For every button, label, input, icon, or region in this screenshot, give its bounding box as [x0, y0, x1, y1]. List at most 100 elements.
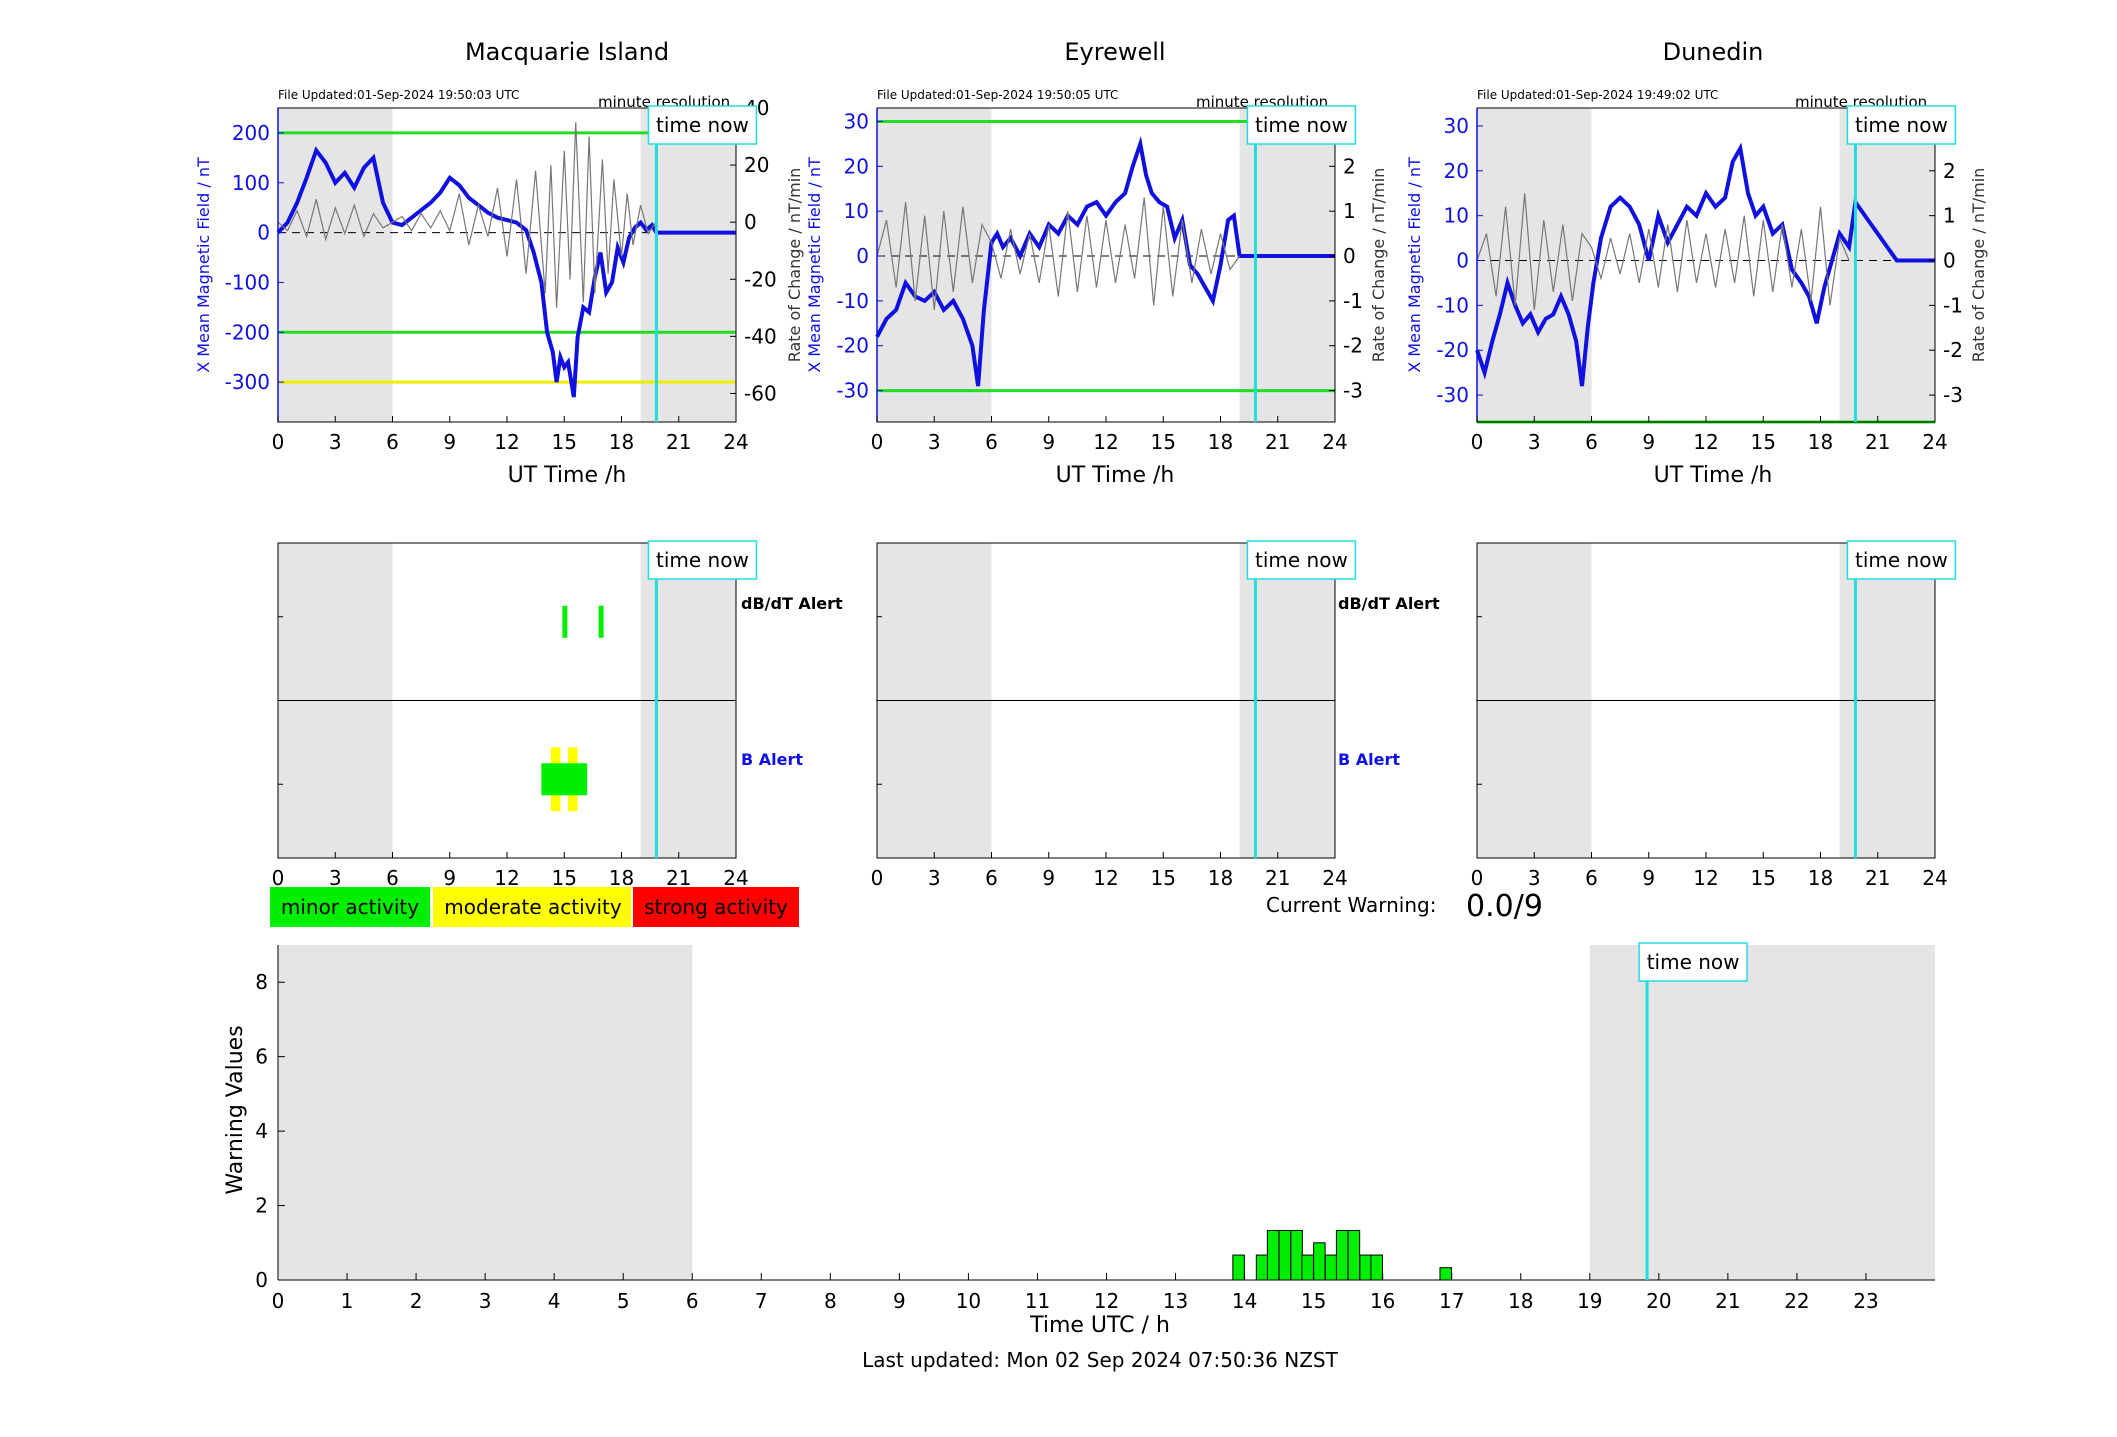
dunedin-xtick-label: 3	[1528, 430, 1541, 454]
warning-bar	[1370, 1254, 1383, 1281]
eyrewell-ylabel-left: X Mean Magnetic Field / nT	[805, 157, 824, 373]
warning-bar	[1313, 1242, 1326, 1281]
macquarie-time-now-label: time now	[656, 113, 749, 137]
macquarie-ytick-right-label: -20	[744, 267, 777, 291]
warning-xtick-label: 6	[686, 1289, 699, 1313]
warning-ytick-label: 2	[255, 1194, 268, 1218]
macquarie-alert-xtick-label: 12	[494, 866, 519, 890]
eyrewell-ytick-right-label: -2	[1343, 334, 1363, 358]
warning-xtick-label: 1	[341, 1289, 354, 1313]
eyrewell-alert-xtick-label: 6	[985, 866, 998, 890]
macquarie-xtick-label: 21	[666, 430, 691, 454]
dunedin-ytick-right-label: -1	[1943, 293, 1963, 317]
dunedin-xtick-label: 12	[1693, 430, 1718, 454]
warning-ylabel: Warning Values	[223, 1025, 248, 1194]
eyrewell-ytick-right-label: 2	[1343, 154, 1356, 178]
eyrewell-alert-time-now-label: time now	[1255, 548, 1348, 572]
dunedin-ytick-left-label: -10	[1436, 293, 1469, 317]
eyrewell-alert-xtick-label: 15	[1151, 866, 1176, 890]
macquarie-ytick-right-label: -60	[744, 381, 777, 405]
macquarie-alert-time-now-label: time now	[656, 548, 749, 572]
dunedin-xtick-label: 24	[1922, 430, 1947, 454]
macquarie-b-alert-2	[541, 763, 588, 796]
eyrewell-ytick-right-label: 1	[1343, 199, 1356, 223]
dunedin-alert-xtick-label: 0	[1471, 866, 1484, 890]
eyrewell-xtick-label: 0	[871, 430, 884, 454]
eyrewell-shade-1	[1239, 108, 1335, 422]
eyrewell-ytick-right-label: -3	[1343, 379, 1363, 403]
eyrewell-field-series	[875, 135, 1335, 387]
macquarie-ytick-left-label: 100	[232, 171, 270, 195]
dunedin-alert-time-now-box	[1846, 540, 1957, 580]
warning-xtick-label: 17	[1439, 1289, 1464, 1313]
warning-bar	[1359, 1254, 1372, 1281]
eyrewell-ytick-left-label: 20	[844, 154, 869, 178]
dunedin-title: Dunedin	[1663, 38, 1764, 66]
macquarie-shade-1	[640, 108, 736, 422]
macquarie-xtick-label: 6	[386, 430, 399, 454]
macquarie-dbdt-alert-1	[598, 605, 604, 638]
macquarie-alert-time-now-box	[647, 540, 758, 580]
warning-bar	[1301, 1254, 1314, 1281]
eyrewell-ytick-right-label: -1	[1343, 289, 1363, 313]
dunedin-xtick-label: 15	[1751, 430, 1776, 454]
dunedin-ytick-right-label: -3	[1943, 383, 1963, 407]
eyrewell-ylabel-right: Rate of Change / nT/min	[1369, 168, 1388, 363]
dunedin-time-now-label: time now	[1855, 113, 1948, 137]
eyrewell-alert-xtick-label: 12	[1093, 866, 1118, 890]
warning-ytick-label: 6	[255, 1045, 268, 1069]
dunedin-ytick-left-label: -20	[1436, 338, 1469, 362]
current-warning-label: Current Warning:	[1266, 893, 1436, 917]
warning-time-now-label: time now	[1647, 950, 1740, 974]
warning-xtick-label: 15	[1301, 1289, 1326, 1313]
macquarie-alert-xtick-label: 9	[443, 866, 456, 890]
dunedin-ylabel-left: X Mean Magnetic Field / nT	[1405, 157, 1424, 373]
macquarie-xlabel: UT Time /h	[508, 463, 627, 488]
dunedin-alert-xtick-label: 18	[1808, 866, 1833, 890]
eyrewell-alert-xtick-label: 3	[928, 866, 941, 890]
dunedin-field-series	[1475, 142, 1935, 387]
eyrewell-b-label: B Alert	[1338, 750, 1400, 769]
dunedin-ytick-left-label: -30	[1436, 383, 1469, 407]
warning-bar	[1290, 1229, 1303, 1281]
eyrewell-ytick-left-label: -20	[836, 334, 869, 358]
dunedin-field-panel: 03691215182124-30-20-100102030-3-2-10123…	[1436, 105, 1963, 454]
warning-shade-0	[278, 945, 693, 1280]
dunedin-alert-xtick-label: 9	[1642, 866, 1655, 890]
warning-bar	[1335, 1229, 1349, 1281]
macquarie-xtick-label: 3	[329, 430, 342, 454]
macquarie-alert-xtick-label: 3	[329, 866, 342, 890]
legend-moderate-label: moderate activity	[444, 895, 622, 919]
eyrewell-alert-time-now-box	[1246, 540, 1357, 580]
dunedin-shade-0	[1477, 108, 1592, 422]
dunedin-xtick-label: 21	[1865, 430, 1890, 454]
macquarie-file-updated: File Updated:01-Sep-2024 19:50:03 UTC	[278, 88, 519, 102]
dunedin-xlabel: UT Time /h	[1654, 463, 1773, 488]
warning-xtick-label: 20	[1646, 1289, 1671, 1313]
warning-xtick-label: 5	[617, 1289, 630, 1313]
macquarie-shade-0	[278, 108, 393, 422]
warning-xtick-label: 0	[272, 1289, 285, 1313]
eyrewell-alert-xtick-label: 0	[871, 866, 884, 890]
eyrewell-title: Eyrewell	[1064, 38, 1165, 66]
dunedin-xtick-label: 0	[1471, 430, 1484, 454]
dunedin-ytick-right-label: -2	[1943, 338, 1963, 362]
warning-xtick-label: 21	[1715, 1289, 1740, 1313]
dunedin-alert-xtick-label: 6	[1585, 866, 1598, 890]
macquarie-xtick-label: 12	[494, 430, 519, 454]
eyrewell-alert-xtick-label: 21	[1265, 866, 1290, 890]
activity-legend: minor activity moderate activity strong …	[270, 887, 799, 927]
warning-ytick-label: 8	[255, 970, 268, 994]
dunedin-ytick-left-label: 20	[1444, 159, 1469, 183]
warning-xtick-label: 3	[479, 1289, 492, 1313]
eyrewell-ytick-right-label: 0	[1343, 244, 1356, 268]
macquarie-alert-xtick-label: 6	[386, 866, 399, 890]
dunedin-alert-time-now-label: time now	[1855, 548, 1948, 572]
eyrewell-file-updated: File Updated:01-Sep-2024 19:50:05 UTC	[877, 88, 1118, 102]
macquarie-dbdt-label: dB/dT Alert	[741, 594, 843, 613]
eyrewell-xtick-label: 9	[1042, 430, 1055, 454]
eyrewell-dbdt-label: dB/dT Alert	[1338, 594, 1440, 613]
dunedin-xtick-label: 18	[1808, 430, 1833, 454]
dunedin-alert-xtick-label: 3	[1528, 866, 1541, 890]
macquarie-alert-xtick-label: 0	[272, 866, 285, 890]
